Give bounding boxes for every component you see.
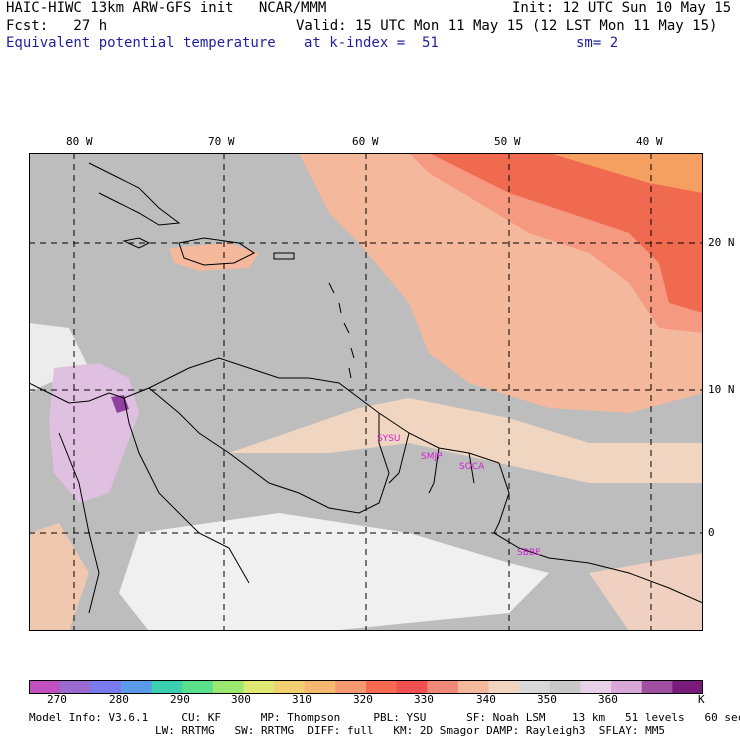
title-line: HAIC-HIWC 13km ARW-GFS init NCAR/MMM — [6, 0, 327, 16]
colorbar-tick-320: 320 — [353, 693, 373, 706]
colorbar-swatch — [396, 680, 428, 694]
colorbar-tick-340: 340 — [476, 693, 496, 706]
colorbar-swatch — [672, 680, 703, 694]
lat-label-20n: 20 N — [708, 236, 735, 249]
colorbar-tick-270: 270 — [47, 693, 67, 706]
theta-e-map: SYSU SMJP SOCA SBBE — [29, 153, 703, 631]
physics-info-line: LW: RRTMG SW: RRTMG DIFF: full KM: 2D Sm… — [155, 724, 665, 737]
colorbar-swatch — [641, 680, 673, 694]
lat-label-10n: 10 N — [708, 383, 735, 396]
colorbar-tick-310: 310 — [292, 693, 312, 706]
warm-spot-hispaniola — [169, 243, 259, 271]
colorbar-swatch — [151, 680, 183, 694]
lon-label-50w: 50 W — [494, 135, 521, 148]
colorbar-tick-280: 280 — [109, 693, 129, 706]
colorbar-unit: K — [698, 693, 705, 706]
colorbar-swatch — [243, 680, 275, 694]
colorbar-swatch — [120, 680, 153, 694]
lon-label-40w: 40 W — [636, 135, 663, 148]
field-name: Equivalent potential temperature — [6, 35, 276, 51]
colorbar-swatch — [59, 680, 91, 694]
warm-region-325 — [429, 153, 703, 313]
white-region-south — [119, 513, 549, 631]
station-soca: SOCA — [459, 462, 485, 472]
lon-label-70w: 70 W — [208, 135, 235, 148]
colorbar-swatch — [519, 680, 551, 694]
colorbar-swatch — [427, 680, 459, 694]
colorbar-swatch — [90, 680, 122, 694]
colorbar-frame — [29, 680, 703, 694]
coastlines — [29, 162, 703, 614]
lat-label-0: 0 — [708, 526, 715, 539]
colorbar-swatch — [366, 680, 398, 694]
colorbar-swatch — [212, 680, 244, 694]
colorbar-tick-290: 290 — [170, 693, 190, 706]
level-info: at k-index = 51 — [304, 35, 439, 51]
colorbar-swatch — [457, 680, 490, 694]
lat-lon-grid — [29, 153, 703, 631]
lon-label-80w: 80 W — [66, 135, 93, 148]
init-time: Init: 12 UTC Sun 10 May 15 — [512, 0, 732, 16]
colorbar-swatch — [304, 680, 336, 694]
station-smjp: SMJP — [421, 452, 443, 462]
colorbar-swatch — [580, 680, 612, 694]
colorbar-swatches — [29, 680, 703, 694]
colorbar-swatch — [488, 680, 520, 694]
colorbar — [29, 680, 703, 694]
station-sbbe: SBBE — [517, 548, 541, 558]
colorbar-tick-300: 300 — [231, 693, 251, 706]
model-info-line: Model Info: V3.6.1 CU: KF MP: Thompson P… — [29, 711, 740, 724]
colorbar-swatch — [335, 680, 367, 694]
warm-region-345 — [229, 398, 703, 483]
valid-time: Valid: 15 UTC Mon 11 May 15 (12 LST Mon … — [296, 18, 718, 34]
colorbar-swatch — [549, 680, 581, 694]
colorbar-tick-330: 330 — [414, 693, 434, 706]
colorbar-swatch — [29, 680, 61, 694]
colorbar-tick-350: 350 — [537, 693, 557, 706]
warm-region-southeast — [589, 553, 703, 631]
colorbar-swatch — [611, 680, 643, 694]
map-frame — [29, 153, 703, 631]
forecast-hour: Fcst: 27 h — [6, 18, 108, 34]
smoothing-info: sm= 2 — [576, 35, 619, 51]
warm-region-320 — [549, 153, 703, 193]
colorbar-swatch — [182, 680, 214, 694]
station-sysu: SYSU — [377, 434, 401, 444]
colorbar-tick-360: 360 — [598, 693, 618, 706]
lon-label-60w: 60 W — [352, 135, 379, 148]
colorbar-swatch — [274, 680, 306, 694]
